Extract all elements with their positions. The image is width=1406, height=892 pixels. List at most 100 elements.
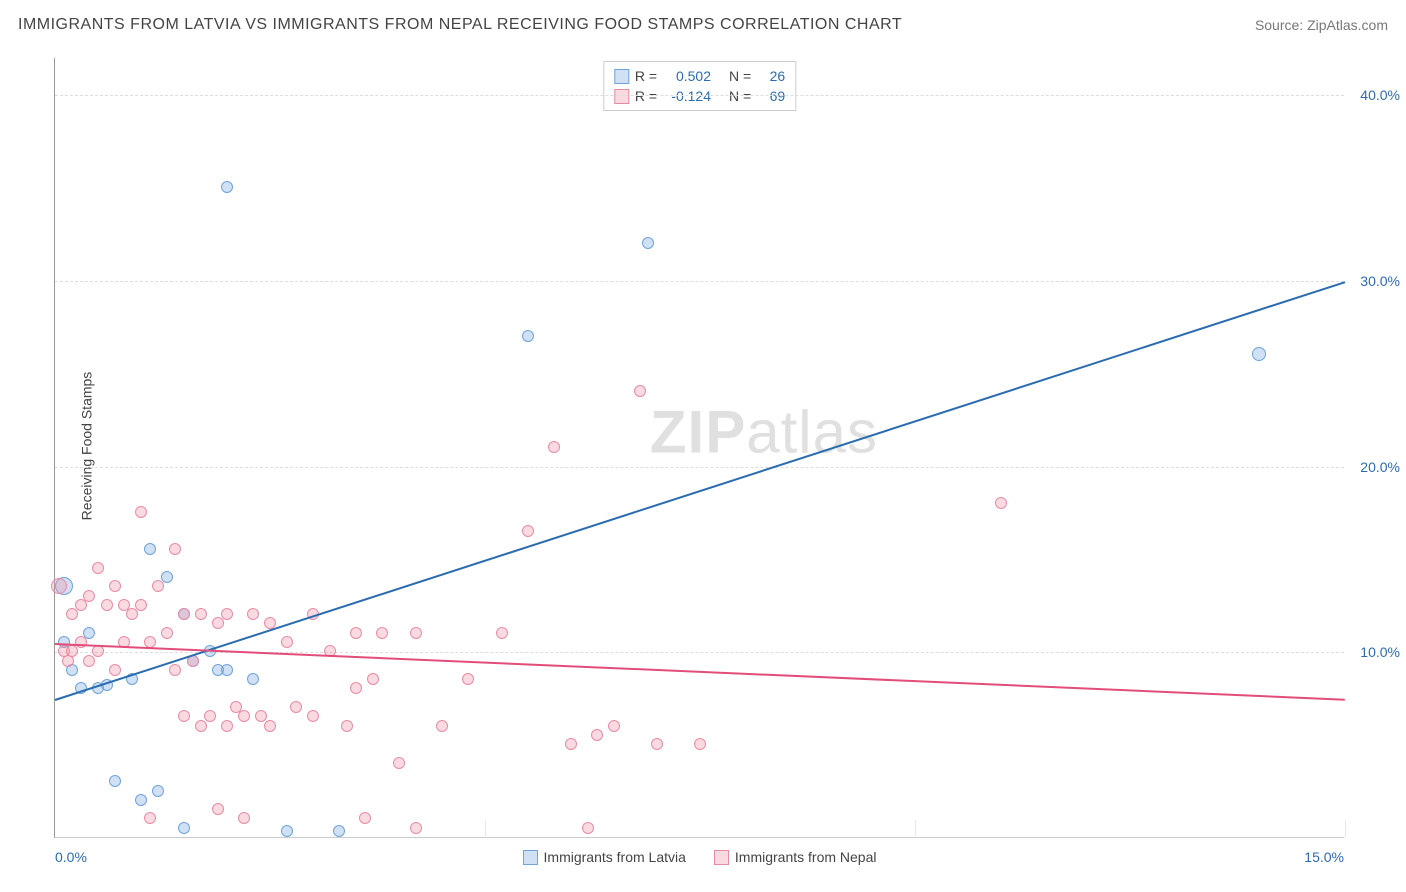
scatter-point bbox=[238, 710, 250, 722]
scatter-point bbox=[281, 825, 293, 837]
scatter-point bbox=[281, 636, 293, 648]
legend-r-value: 0.502 bbox=[663, 68, 711, 84]
scatter-point bbox=[608, 720, 620, 732]
trend-line bbox=[55, 281, 1346, 701]
legend-swatch bbox=[523, 850, 538, 865]
scatter-point bbox=[83, 590, 95, 602]
scatter-point bbox=[161, 571, 173, 583]
y-tick-label: 40.0% bbox=[1350, 87, 1400, 103]
scatter-point bbox=[642, 237, 654, 249]
watermark-bold: ZIP bbox=[650, 398, 746, 465]
scatter-point bbox=[634, 385, 646, 397]
scatter-point bbox=[565, 738, 577, 750]
scatter-point bbox=[195, 720, 207, 732]
legend-series-label: Immigrants from Latvia bbox=[544, 849, 686, 865]
scatter-point bbox=[367, 673, 379, 685]
legend-swatch bbox=[614, 69, 629, 84]
scatter-point bbox=[333, 825, 345, 837]
scatter-point bbox=[548, 441, 560, 453]
gridline-vertical bbox=[485, 820, 486, 838]
scatter-point bbox=[51, 578, 67, 594]
gridline-vertical bbox=[915, 820, 916, 838]
scatter-point bbox=[135, 506, 147, 518]
scatter-point bbox=[522, 525, 534, 537]
scatter-point bbox=[212, 617, 224, 629]
watermark: ZIPatlas bbox=[650, 397, 878, 466]
legend-correlation-box: R = 0.502N = 26R = -0.124N = 69 bbox=[603, 61, 796, 111]
scatter-point bbox=[290, 701, 302, 713]
scatter-point bbox=[144, 812, 156, 824]
scatter-point bbox=[221, 664, 233, 676]
scatter-point bbox=[109, 775, 121, 787]
scatter-point bbox=[410, 627, 422, 639]
scatter-point bbox=[66, 608, 78, 620]
gridline-horizontal bbox=[55, 467, 1344, 468]
scatter-point bbox=[178, 710, 190, 722]
legend-series-box: Immigrants from Latvia Immigrants from Ne… bbox=[523, 849, 877, 865]
scatter-point bbox=[109, 664, 121, 676]
scatter-point bbox=[221, 720, 233, 732]
chart-plot-area: ZIPatlas R = 0.502N = 26R = -0.124N = 69… bbox=[54, 58, 1344, 838]
scatter-point bbox=[436, 720, 448, 732]
scatter-point bbox=[462, 673, 474, 685]
scatter-point bbox=[651, 738, 663, 750]
scatter-point bbox=[109, 580, 121, 592]
chart-title: IMMIGRANTS FROM LATVIA VS IMMIGRANTS FRO… bbox=[18, 16, 902, 34]
y-tick-label: 30.0% bbox=[1350, 273, 1400, 289]
scatter-point bbox=[152, 785, 164, 797]
scatter-point bbox=[144, 543, 156, 555]
scatter-point bbox=[83, 655, 95, 667]
scatter-point bbox=[264, 720, 276, 732]
scatter-point bbox=[995, 497, 1007, 509]
scatter-point bbox=[393, 757, 405, 769]
x-tick-label: 15.0% bbox=[1304, 849, 1344, 865]
gridline-horizontal bbox=[55, 95, 1344, 96]
legend-series-item: Immigrants from Nepal bbox=[714, 849, 877, 865]
legend-r-label: R = bbox=[635, 68, 657, 84]
scatter-point bbox=[66, 645, 78, 657]
legend-n-label: N = bbox=[729, 68, 751, 84]
scatter-point bbox=[359, 812, 371, 824]
scatter-point bbox=[376, 627, 388, 639]
legend-series-label: Immigrants from Nepal bbox=[735, 849, 877, 865]
scatter-point bbox=[152, 580, 164, 592]
scatter-point bbox=[101, 599, 113, 611]
scatter-point bbox=[178, 608, 190, 620]
scatter-point bbox=[247, 608, 259, 620]
scatter-point bbox=[350, 682, 362, 694]
scatter-point bbox=[135, 599, 147, 611]
scatter-point bbox=[307, 710, 319, 722]
x-tick-label: 0.0% bbox=[55, 849, 87, 865]
source-label: Source: ZipAtlas.com bbox=[1255, 17, 1388, 33]
scatter-point bbox=[92, 645, 104, 657]
legend-swatch bbox=[714, 850, 729, 865]
gridline-horizontal bbox=[55, 281, 1344, 282]
y-tick-label: 20.0% bbox=[1350, 459, 1400, 475]
scatter-point bbox=[238, 812, 250, 824]
scatter-point bbox=[195, 608, 207, 620]
scatter-point bbox=[221, 181, 233, 193]
scatter-point bbox=[247, 673, 259, 685]
scatter-point bbox=[522, 330, 534, 342]
scatter-point bbox=[350, 627, 362, 639]
scatter-point bbox=[92, 562, 104, 574]
scatter-point bbox=[83, 627, 95, 639]
scatter-point bbox=[212, 803, 224, 815]
legend-n-value: 26 bbox=[757, 68, 785, 84]
scatter-point bbox=[161, 627, 173, 639]
scatter-point bbox=[694, 738, 706, 750]
scatter-point bbox=[341, 720, 353, 732]
scatter-point bbox=[204, 710, 216, 722]
scatter-point bbox=[1252, 347, 1266, 361]
scatter-point bbox=[75, 599, 87, 611]
scatter-point bbox=[126, 608, 138, 620]
scatter-point bbox=[591, 729, 603, 741]
legend-series-item: Immigrants from Latvia bbox=[523, 849, 686, 865]
scatter-point bbox=[410, 822, 422, 834]
gridline-vertical bbox=[1345, 820, 1346, 838]
legend-correlation-row: R = 0.502 N = 26 bbox=[614, 66, 785, 86]
scatter-point bbox=[178, 822, 190, 834]
scatter-point bbox=[496, 627, 508, 639]
scatter-point bbox=[221, 608, 233, 620]
scatter-point bbox=[169, 543, 181, 555]
